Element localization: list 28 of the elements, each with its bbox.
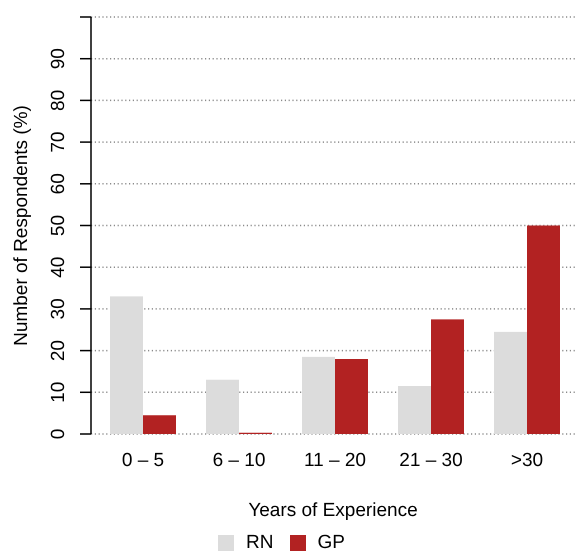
y-tick-label: 30 (48, 298, 69, 320)
x-tick-label: >30 (510, 450, 544, 471)
y-axis-title: Number of Respondents (%) (11, 105, 32, 346)
bar (527, 226, 560, 434)
y-tick-label: 20 (48, 340, 69, 362)
y-tick-label: 80 (48, 90, 69, 111)
bar (206, 380, 239, 434)
bar (302, 356, 335, 434)
bar (431, 319, 464, 434)
y-tick-label: 70 (48, 132, 69, 153)
x-tick-label: 6 – 10 (212, 450, 266, 471)
x-tick-label: 21 – 30 (399, 450, 463, 471)
y-tick-label: 0 (48, 428, 69, 440)
y-tick-label: 60 (48, 173, 69, 194)
bar (494, 332, 527, 434)
y-tick-label: 90 (48, 48, 69, 70)
x-tick-label: 0 – 5 (122, 450, 164, 471)
bar (335, 358, 368, 434)
y-tick-label: 10 (48, 382, 69, 403)
x-tick-label: 11 – 20 (304, 450, 366, 471)
legend-label: GP (318, 532, 345, 552)
x-axis-title: Years of Experience (248, 500, 418, 521)
legend-label: RN (246, 532, 274, 552)
bar (143, 415, 176, 434)
bar (398, 386, 431, 434)
bar (110, 296, 143, 434)
y-tick-label: 40 (48, 256, 69, 278)
y-tick-label: 50 (48, 214, 69, 236)
